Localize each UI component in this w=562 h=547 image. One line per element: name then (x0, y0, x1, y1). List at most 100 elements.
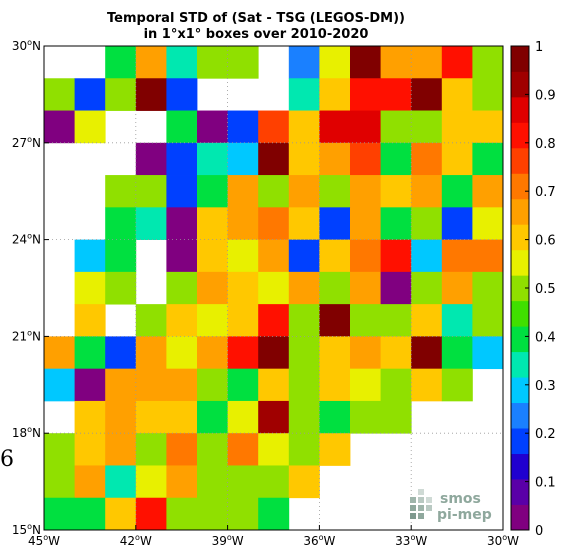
heatmap-cell (197, 207, 228, 240)
heatmap-cell (105, 336, 137, 370)
heatmap-cell (319, 207, 351, 240)
colorbar-segment (511, 479, 529, 505)
heatmap-cell (380, 271, 412, 305)
heatmap-cell (135, 497, 167, 531)
heatmap-cell (472, 142, 504, 176)
colorbar-segment (511, 71, 529, 98)
heatmap-cell (350, 175, 381, 208)
heatmap-cell (319, 336, 351, 370)
heatmap-cell (380, 304, 412, 337)
colorbar-segment (511, 224, 529, 251)
heatmap-cell (350, 368, 381, 402)
heatmap-cell (288, 46, 320, 79)
heatmap-cell (135, 433, 167, 466)
heatmap-cell (44, 368, 75, 402)
heatmap-cell (441, 78, 473, 111)
heatmap-cell (105, 433, 137, 466)
heatmap-cell (350, 336, 381, 370)
heatmap-cell (472, 239, 504, 273)
heatmap-cell (380, 46, 412, 79)
heatmap-cell (441, 304, 473, 337)
heatmap-cell (288, 336, 320, 370)
heatmap-cell (166, 175, 198, 208)
heatmap-cell (227, 271, 259, 305)
heatmap-cell (227, 207, 259, 240)
colorbar-segment (511, 453, 529, 480)
heatmap-cell (380, 336, 412, 370)
heatmap-cell (166, 368, 198, 402)
heatmap-cell (135, 46, 167, 79)
heatmap-cell (380, 239, 412, 273)
heatmap-cell (411, 110, 443, 144)
heatmap-cell (227, 368, 259, 402)
heatmap-cell (380, 207, 412, 240)
heatmap-cell (197, 239, 228, 273)
heatmap-cell (105, 175, 137, 208)
heatmap-cell (350, 110, 381, 144)
heatmap-cell (105, 368, 137, 402)
heatmap-cell (74, 304, 106, 337)
heatmap-cell (258, 336, 290, 370)
heatmap-cell (319, 304, 351, 337)
heatmap-cell (288, 271, 320, 305)
heatmap-cell (197, 433, 228, 466)
heatmap-cell (197, 46, 228, 79)
heatmap-cell (288, 110, 320, 144)
heatmap-cell (380, 78, 412, 111)
heatmap-cell (74, 271, 106, 305)
colorbar-segment (511, 249, 529, 276)
heatmap-cell (105, 271, 137, 305)
heatmap-cell (166, 336, 198, 370)
colorbar-ticks: 0 0.1 0.2 0.3 0.4 0.5 0.6 0.7 0.8 0.9 1 (525, 40, 556, 539)
heatmap-cell (258, 207, 290, 240)
heatmap-cell (288, 207, 320, 240)
heatmap-cell (411, 78, 443, 111)
heatmap-cell (411, 207, 443, 240)
colorbar-tick-label: 0.5 (535, 282, 556, 297)
colorbar-tick-label: 0.3 (535, 379, 556, 394)
heatmap-cell (135, 142, 167, 176)
heatmap-cell (74, 110, 106, 144)
heatmap-cell (105, 465, 137, 499)
heatmap-cell (319, 46, 351, 79)
y-tick-label: 30oN (12, 38, 41, 53)
heatmap-cell (197, 142, 228, 176)
heatmap-cell (441, 336, 473, 370)
heatmap-cell (258, 497, 290, 531)
heatmap-cell (350, 400, 381, 434)
heatmap-cell (44, 433, 75, 466)
heatmap-cell (105, 78, 137, 111)
heatmap-cell (258, 368, 290, 402)
heatmap-cell (319, 78, 351, 111)
colorbar-tick-label: 1 (535, 40, 543, 55)
heatmap-cell (227, 175, 259, 208)
colorbar-tick-label: 0 (535, 524, 543, 539)
heatmap-cell (472, 207, 504, 240)
heatmap-cell (166, 400, 198, 434)
heatmap-cell (166, 46, 198, 79)
colorbar-segment (511, 428, 529, 454)
heatmap-cell (74, 433, 106, 466)
y-tick-label: 24oN (12, 232, 41, 247)
heatmap-cell (441, 239, 473, 273)
colorbar-segment (511, 147, 529, 174)
heatmap-cell (258, 110, 290, 144)
heatmap-cell (319, 368, 351, 402)
heatmap-cell (197, 304, 228, 337)
heatmap-cell (197, 110, 228, 144)
y-tick-label: 15oN (12, 522, 41, 537)
heatmap-cell (227, 304, 259, 337)
heatmap-cell (411, 368, 443, 402)
heatmap-cell (472, 78, 504, 111)
edge-fragment-text: 6 (0, 447, 14, 472)
colorbar-segment (511, 46, 529, 72)
heatmap-cell (44, 110, 75, 144)
heatmap-cell (472, 110, 504, 144)
heatmap-cell (227, 239, 259, 273)
heatmap-cell (472, 271, 504, 305)
heatmap-cell (135, 336, 167, 370)
colorbar-tick-label: 0.4 (535, 330, 556, 345)
heatmap-cell (441, 175, 473, 208)
heatmap-cell (411, 304, 443, 337)
